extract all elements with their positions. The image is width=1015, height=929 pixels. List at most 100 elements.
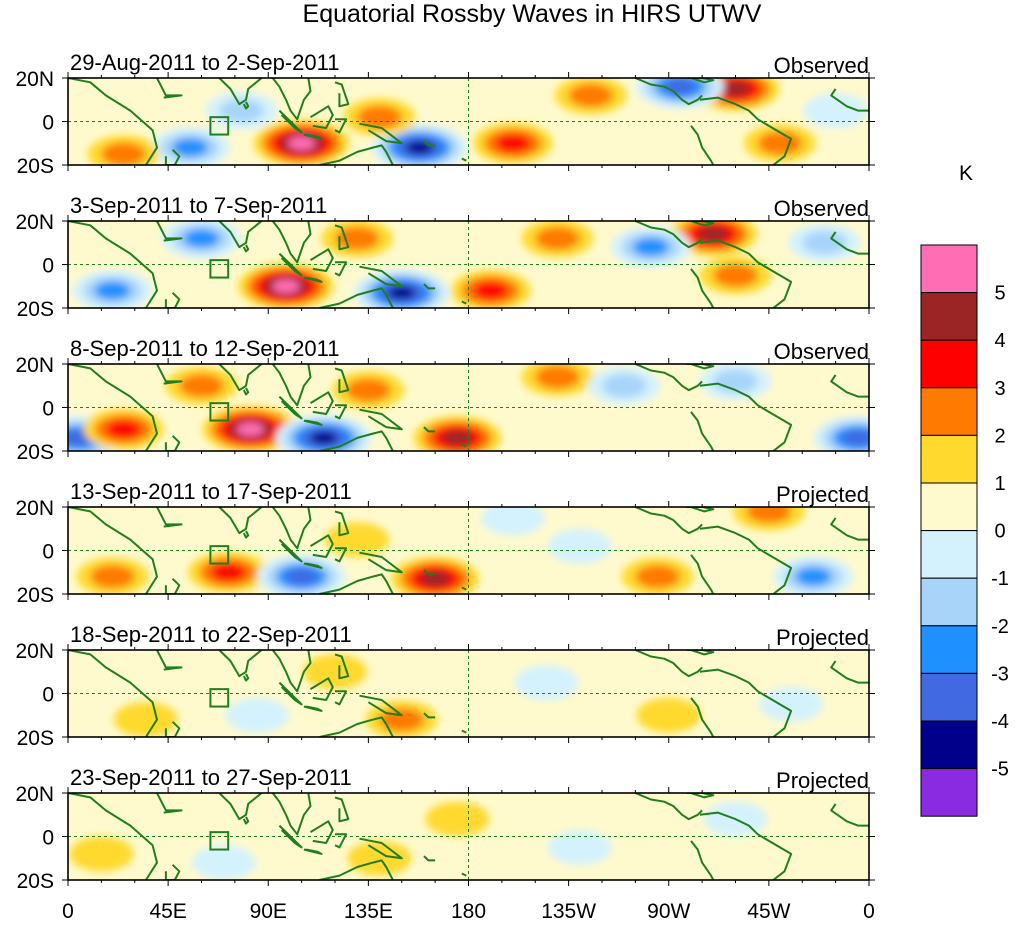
anomaly-blob	[442, 430, 473, 446]
colorbar-label: 0	[994, 521, 1005, 543]
anomaly-blob	[335, 226, 380, 251]
lat-label: 0	[42, 684, 54, 707]
coastline	[278, 395, 303, 420]
coastline	[359, 551, 403, 574]
coastline	[423, 712, 436, 719]
reference-box	[209, 831, 230, 851]
anomaly-blob	[191, 845, 256, 880]
lat-label: 20N	[15, 68, 54, 91]
colorbar-units-label: K	[959, 162, 973, 185]
coastline	[271, 221, 312, 264]
anomaly-blob	[568, 83, 614, 108]
coastline	[699, 525, 793, 594]
lat-label: 20N	[15, 211, 54, 234]
colorbar-bin	[920, 577, 978, 627]
coastline	[218, 793, 263, 821]
coastline	[334, 796, 350, 823]
coastline	[334, 261, 348, 277]
coastline	[218, 364, 263, 392]
coastline	[164, 578, 181, 594]
anomaly-blob	[425, 801, 490, 837]
anomaly-blob	[802, 231, 847, 255]
panel-date-range: 13-Sep-2011 to 17-Sep-2011	[70, 479, 352, 504]
coastline	[303, 276, 323, 283]
coastline	[830, 803, 869, 827]
coastline	[68, 793, 158, 880]
anomaly-blob	[303, 654, 367, 690]
anomaly-blob	[94, 281, 131, 300]
coastline	[334, 833, 348, 849]
coastline	[271, 650, 312, 693]
coastline	[690, 411, 715, 451]
coastline	[423, 569, 436, 576]
colorbar-bin	[920, 530, 978, 579]
coastline	[278, 681, 303, 706]
anomaly-blob	[225, 697, 290, 733]
coastlines	[68, 650, 869, 737]
lon-label: 0	[863, 900, 875, 923]
map-panel: 20N 0 20S 3-Sep-2011 to 7-Sep-2011 Observed	[15, 193, 875, 321]
anomaly-blob	[635, 564, 680, 589]
coastline	[699, 811, 793, 880]
coastline	[271, 507, 312, 550]
anomaly-blob	[105, 420, 142, 439]
coastline	[699, 382, 793, 451]
lon-label: 135W	[541, 900, 596, 923]
anomaly-blob	[101, 142, 146, 165]
coastline	[303, 848, 323, 855]
coastline	[334, 224, 350, 251]
coastline	[242, 244, 250, 253]
coastlines	[68, 364, 869, 451]
lon-label: 90W	[647, 900, 690, 923]
colorbar-bin	[920, 768, 978, 817]
anomaly-blob	[357, 105, 402, 129]
coastline	[164, 721, 181, 737]
anomaly-blob	[287, 136, 316, 150]
anomaly-blob	[746, 507, 792, 524]
anomaly-blob	[472, 281, 509, 300]
lat-label: 0	[42, 541, 54, 564]
coastline	[686, 793, 715, 799]
reference-box	[209, 545, 230, 565]
map-panel: 20N 0 20S 8-Sep-2011 to 12-Sep-2011 Observed	[15, 336, 875, 464]
colorbar-bin	[920, 720, 978, 770]
coastline	[68, 78, 158, 165]
coastline	[68, 364, 158, 451]
map-panel: 20N 0 20S 13-Sep-2011 to 17-Sep-2011 Project…	[15, 479, 875, 607]
coastline	[699, 96, 793, 165]
lat-label: 20S	[17, 155, 54, 178]
anomaly-blob	[664, 79, 696, 95]
colorbar-bin	[920, 434, 978, 484]
lon-label: 0	[62, 900, 74, 923]
coastline	[635, 221, 703, 249]
panel-kind-label: Observed	[774, 196, 869, 221]
coastline	[423, 140, 436, 147]
anomaly-blob	[535, 365, 580, 389]
coastline	[164, 292, 181, 308]
coastline	[68, 507, 158, 594]
coastlines	[68, 78, 869, 165]
coastline	[218, 650, 263, 678]
anomaly-blob	[172, 138, 209, 157]
coastline	[309, 820, 334, 844]
coastline	[164, 435, 181, 451]
map-panels: 20N 0 20S 29-Aug-2011 to 2-Sep-2011 Observed…	[15, 50, 875, 893]
reference-box	[209, 116, 230, 136]
coastline	[164, 149, 181, 165]
anomaly-blob	[219, 98, 264, 123]
coastline	[156, 650, 183, 671]
coastline	[164, 864, 181, 880]
coastline	[309, 391, 334, 415]
coastline	[68, 221, 158, 308]
anomaly-blob	[535, 226, 580, 251]
coastline	[635, 507, 703, 535]
panel-kind-label: Observed	[774, 53, 869, 78]
coastline	[309, 677, 334, 701]
colorbar-label: 4	[994, 330, 1005, 352]
coastline	[334, 653, 350, 680]
lat-label: 0	[42, 398, 54, 421]
anomaly-blob	[842, 430, 869, 446]
anomaly-blob	[547, 829, 612, 865]
coastline	[319, 430, 394, 451]
map-panel: 20N 0 20S 18-Sep-2011 to 22-Sep-2011 Project…	[15, 622, 875, 750]
